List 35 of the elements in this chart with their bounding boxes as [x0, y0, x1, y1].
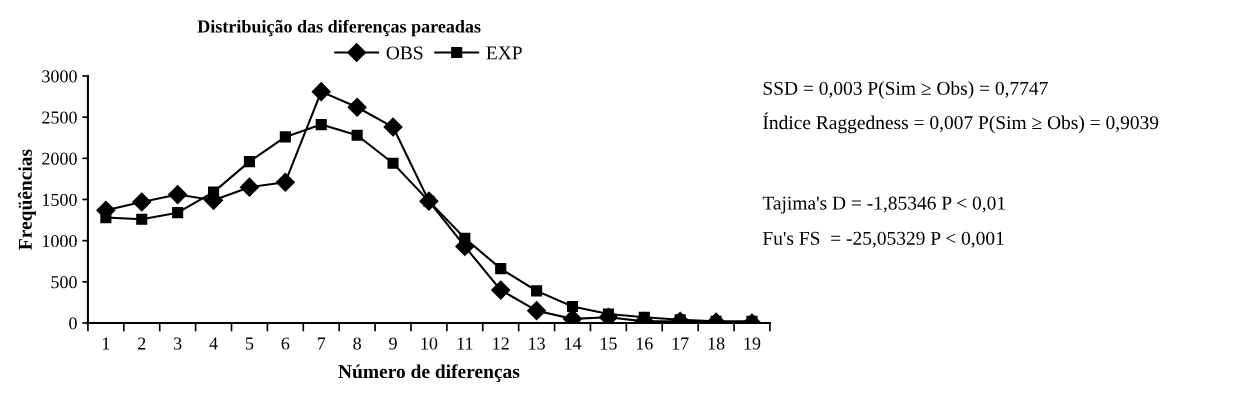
y-tick-label: 1000 — [42, 234, 77, 248]
chart-title: Distribuição das diferenças pareadas — [197, 19, 481, 37]
y-tick-label: 2500 — [42, 111, 77, 124]
x-tick-label: 16 — [636, 337, 653, 350]
x-tick-label: 5 — [245, 337, 254, 350]
annotation: Tajima's D = -1,85346 P < 0,01 — [762, 196, 1005, 214]
x-tick-label: 17 — [672, 337, 689, 350]
x-tick-label: 15 — [600, 337, 617, 350]
legend-label: EXP — [486, 46, 522, 60]
x-tick-label: 4 — [209, 337, 218, 350]
x-tick-label: 11 — [457, 337, 473, 350]
x-tick-label: 7 — [317, 337, 326, 350]
y-tick-label: 0 — [69, 317, 77, 330]
annotation: Fu's FS = -25,05329 P < 0,001 — [762, 231, 1004, 248]
x-tick-label: 8 — [353, 337, 361, 350]
x-tick-label: 6 — [281, 337, 290, 350]
x-tick-label: 18 — [708, 337, 725, 350]
x-tick-label: 19 — [744, 337, 761, 350]
x-tick-label: 10 — [421, 337, 438, 350]
x-axis-title: Número de diferenças — [338, 364, 520, 382]
y-tick-label: 1500 — [42, 193, 77, 206]
y-axis-title: Freqüências — [17, 149, 36, 250]
y-tick-label: 3000 — [42, 70, 77, 83]
y-tick-label: 2000 — [42, 152, 77, 165]
x-tick-label: 3 — [174, 337, 182, 350]
annotation: SSD = 0,003 P(Sim ≥ Obs) = 0,7747 — [763, 81, 1048, 99]
x-tick-label: 12 — [493, 337, 509, 350]
legend-label: OBS — [386, 46, 423, 60]
x-tick-label: 14 — [565, 337, 582, 350]
x-tick-label: 13 — [529, 337, 545, 350]
x-tick-label: 1 — [102, 337, 110, 350]
y-tick-label: 500 — [51, 276, 77, 289]
x-tick-label: 9 — [389, 337, 397, 350]
annotation: Índice Raggedness = 0,007 P(Sim ≥ Obs) = 0,9039 — [763, 112, 1159, 134]
x-tick-label: 2 — [138, 337, 146, 350]
